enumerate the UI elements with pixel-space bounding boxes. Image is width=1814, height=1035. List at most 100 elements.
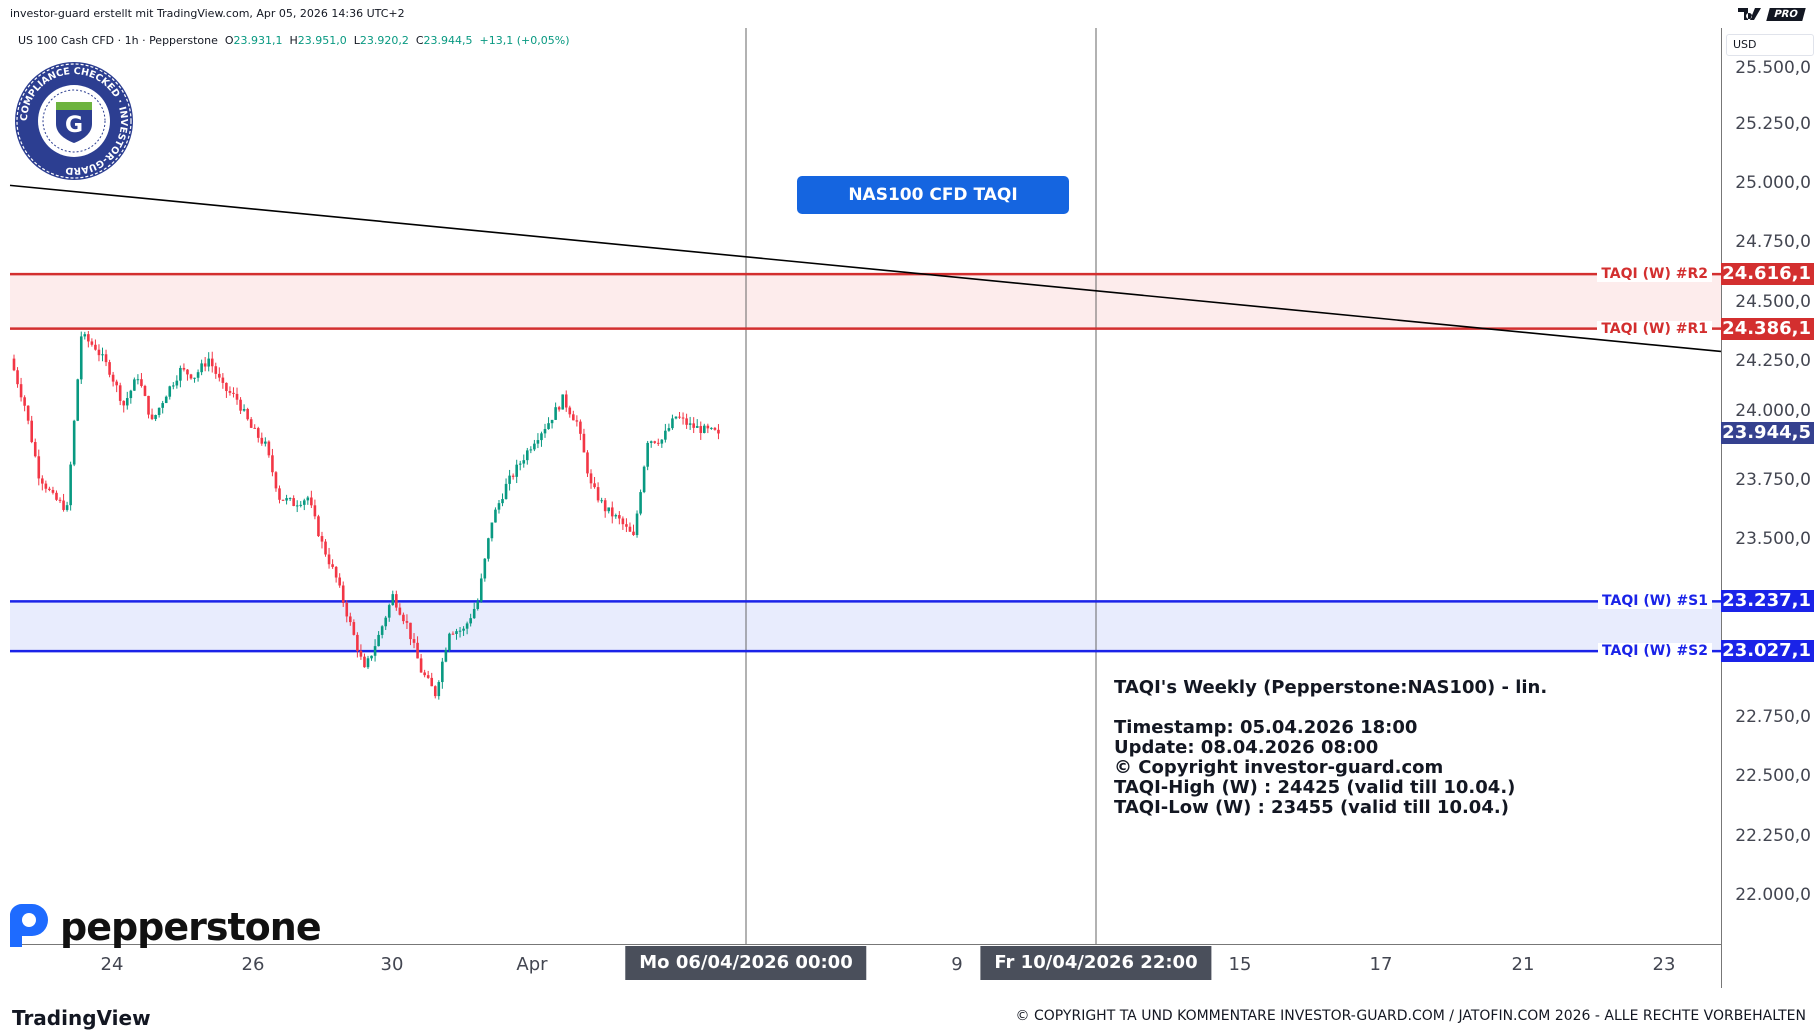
candle-body <box>632 531 635 536</box>
level-name-label: TAQI (W) #R2 <box>1597 266 1712 283</box>
candle-body <box>437 682 441 697</box>
candle-body <box>299 504 303 506</box>
level-name-label: TAQI (W) #S1 <box>1598 593 1712 610</box>
candle-body <box>607 507 611 512</box>
candle-body <box>228 391 232 393</box>
candle-body <box>522 460 526 464</box>
candle-body <box>214 366 218 374</box>
candle-body <box>267 441 271 456</box>
candle-body <box>628 526 632 532</box>
candle-body <box>391 594 395 606</box>
candle-body <box>207 358 210 367</box>
candle-body <box>161 403 164 408</box>
candle-body <box>568 407 572 415</box>
candle-body <box>703 425 706 433</box>
candle-body <box>423 672 426 676</box>
candle-body <box>621 518 625 525</box>
candle-body <box>582 433 586 453</box>
candle-body <box>426 675 430 678</box>
time-tick: 15 <box>1228 954 1252 975</box>
candle-body <box>182 367 186 370</box>
candle-body <box>586 452 589 474</box>
candle-body <box>97 349 101 356</box>
candle-body <box>200 363 203 373</box>
price-tick: 22.500,0 <box>1735 766 1811 787</box>
candle-body <box>681 417 685 419</box>
candle-body <box>51 489 55 493</box>
candle-body <box>175 380 179 386</box>
candle-body <box>518 463 522 465</box>
candle-body <box>433 686 437 697</box>
candle-body <box>444 650 448 662</box>
candle-body <box>462 628 465 631</box>
candle-body <box>384 617 387 627</box>
candle-body <box>104 354 108 363</box>
candle-body <box>157 407 161 416</box>
candle-body <box>115 381 118 386</box>
price-tick: 25.250,0 <box>1735 113 1811 134</box>
info-line: TAQI-Low (W) : 23455 (valid till 10.04.) <box>1114 797 1509 818</box>
tradingview-logo: TradingView <box>12 1006 151 1030</box>
candle-body <box>688 423 692 425</box>
symbol-name[interactable]: US 100 Cash CFD · 1h · Pepperstone <box>18 34 218 47</box>
candle-body <box>455 631 458 634</box>
candle-body <box>310 497 313 506</box>
candle-body <box>19 384 23 398</box>
candle-body <box>186 369 189 375</box>
candle-body <box>441 661 444 683</box>
candle-body <box>264 441 267 444</box>
candle-body <box>526 450 529 461</box>
tradingview-pro-logo: PRO <box>1738 5 1806 23</box>
time-tick: Apr <box>516 954 548 975</box>
candle-body <box>387 605 391 618</box>
time-axis[interactable] <box>10 944 1721 988</box>
candle-body <box>642 466 646 493</box>
candle-body <box>79 336 83 380</box>
candle-body <box>557 407 561 410</box>
candle-body <box>561 394 564 410</box>
candle-body <box>281 499 285 501</box>
candle-body <box>143 385 147 396</box>
candle-body <box>69 464 72 506</box>
price-axis[interactable] <box>1721 28 1814 988</box>
candle-body <box>37 456 41 479</box>
candle-body <box>373 646 377 656</box>
level-name-label: TAQI (W) #R1 <box>1597 320 1712 337</box>
currency-selector[interactable]: USD <box>1726 34 1814 56</box>
level-price-label: 23.237,1 <box>1721 590 1814 613</box>
badge-letter: G <box>65 113 83 138</box>
candle-body <box>306 497 310 501</box>
candle-body <box>30 420 33 443</box>
candle-body <box>656 442 660 444</box>
candle-body <box>671 418 674 429</box>
candle-body <box>154 415 157 420</box>
candle-body <box>575 420 579 422</box>
candle-body <box>678 416 681 418</box>
candle-body <box>465 623 469 629</box>
candle-body <box>225 382 228 392</box>
candle-body <box>501 499 504 504</box>
candle-body <box>164 396 168 404</box>
candle-body <box>448 633 451 651</box>
candle-body <box>487 538 490 559</box>
candle-body <box>253 427 257 429</box>
crosshair-time-label: Mo 06/04/2026 00:00 <box>625 946 867 980</box>
candle-body <box>338 577 341 586</box>
candle-body <box>218 373 221 378</box>
candle-body <box>589 473 593 484</box>
candle-body <box>402 614 405 622</box>
candle-body <box>260 437 264 444</box>
candle-body <box>490 522 494 539</box>
candle-body <box>596 487 600 501</box>
snapshot-button[interactable]: NAS100 CFD TAQI SNAPSHOT <box>797 176 1069 243</box>
candle-body <box>168 386 172 397</box>
candle-body <box>334 566 338 578</box>
candle-body <box>366 658 370 668</box>
candle-body <box>235 393 239 400</box>
candle-body <box>111 374 115 382</box>
candle-body <box>717 429 720 434</box>
candle-body <box>603 500 607 512</box>
time-tick: 17 <box>1369 954 1393 975</box>
candle-body <box>23 397 26 406</box>
